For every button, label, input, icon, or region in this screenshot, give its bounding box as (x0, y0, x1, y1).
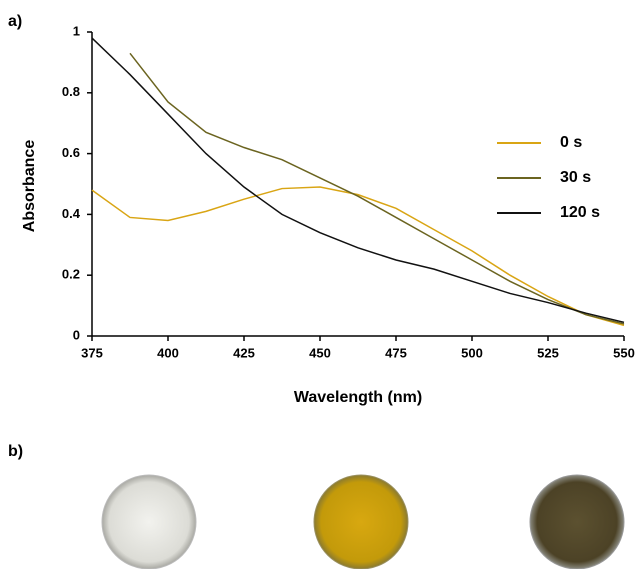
legend-label: 30 s (560, 169, 591, 186)
x-tick-label: 425 (233, 345, 255, 360)
legend-label: 120 s (560, 204, 600, 221)
data-line (130, 53, 624, 324)
x-tick-label: 375 (81, 345, 103, 360)
y-tick-label: 1 (73, 23, 80, 38)
data-line (92, 187, 624, 325)
x-tick-label: 550 (613, 345, 635, 360)
x-tick-label: 525 (537, 345, 559, 360)
y-tick-label: 0.4 (62, 206, 81, 221)
sample-dish (314, 475, 408, 569)
x-tick-label: 475 (385, 345, 407, 360)
sample-dish (102, 475, 196, 569)
y-tick-label: 0 (73, 327, 80, 342)
y-tick-label: 0.6 (62, 145, 80, 160)
y-tick-label: 0.8 (62, 84, 80, 99)
x-tick-label: 400 (157, 345, 179, 360)
figure: a) b) Absorbance Wavelength (nm) 0 0.2 0.4… (0, 0, 638, 569)
x-axis-label: Wavelength (nm) (294, 389, 422, 406)
panel-label: b) (8, 443, 23, 460)
panel-label: a) (8, 13, 22, 30)
data-line (92, 38, 624, 322)
legend-label: 0 s (560, 134, 582, 151)
y-axis-label: Absorbance (21, 140, 38, 233)
x-tick-label: 500 (461, 345, 483, 360)
y-tick-label: 0.2 (62, 267, 80, 282)
x-tick-label: 450 (309, 345, 331, 360)
sample-dish (530, 475, 624, 569)
